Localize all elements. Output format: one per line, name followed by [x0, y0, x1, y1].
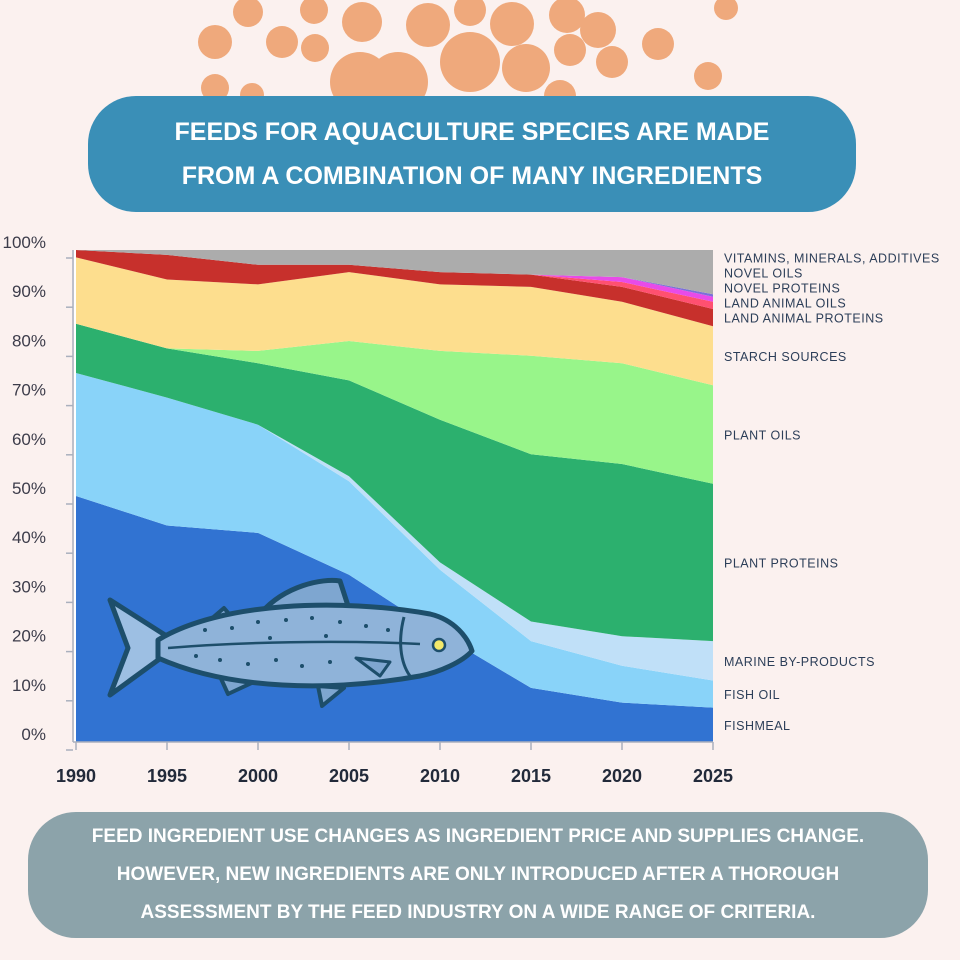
legend-label-marine-by-products: MARINE BY-PRODUCTS [724, 655, 875, 669]
decorative-dot [580, 12, 616, 48]
legend-label-starch-sources: STARCH SOURCES [724, 350, 847, 364]
y-tick-label: 20% [12, 627, 46, 646]
legend-label-plant-oils: PLANT OILS [724, 429, 801, 443]
decorative-dot [300, 0, 328, 24]
decorative-dot [549, 0, 585, 33]
decorative-dot [233, 0, 263, 27]
decorative-dot [440, 32, 500, 92]
area-vitamins-minerals-additives [76, 250, 713, 295]
x-tick-label: 2005 [329, 766, 369, 786]
x-tick-label: 1990 [56, 766, 96, 786]
legend-label-fish-oil: FISH OIL [724, 688, 780, 702]
footer-line-3: ASSESSMENT BY THE FEED INDUSTRY ON A WID… [140, 902, 816, 923]
y-axis-ticks: 0% 10% 20% 30% 40% 50% 60% 70% 80% 90% 100% [3, 233, 73, 751]
decorative-dot [342, 2, 382, 42]
area-fish-oil [76, 373, 713, 708]
legend-label-plant-proteins: PLANT PROTEINS [724, 556, 838, 570]
y-tick-label: 70% [12, 381, 46, 400]
footer-line-2: HOWEVER, NEW INGREDIENTS ARE ONLY INTROD… [116, 864, 840, 885]
area-land-animal-proteins [76, 250, 713, 327]
y-tick-label: 100% [3, 233, 46, 252]
title-banner: FEEDS FOR AQUACULTURE SPECIES ARE MADE F… [88, 96, 856, 212]
y-tick-label: 50% [12, 479, 46, 498]
title-line-2: FROM A COMBINATION OF MANY INGREDIENTS [181, 162, 763, 190]
legend-label-fishmeal: FISHMEAL [724, 719, 791, 733]
decorative-dot [554, 34, 586, 66]
fish-icon [107, 577, 475, 708]
decorative-dot [406, 3, 450, 47]
decorative-dot [198, 25, 232, 59]
x-tick-label: 1995 [147, 766, 187, 786]
stacked-area-chart: 0%10%20%30%40%50%60%70%80%90%100% 1990 19… [3, 233, 940, 786]
legend-label-novel-oils: NOVEL OILS [724, 267, 803, 281]
area-starch-sources [76, 257, 713, 386]
y-tick-label: 90% [12, 282, 46, 301]
area-plant-proteins [76, 323, 713, 642]
decorative-dot [694, 62, 722, 90]
x-tick-label: 2015 [511, 766, 551, 786]
decorative-dot [642, 28, 674, 60]
legend: FISHMEAL FISH OIL MARINE BY-PRODUCTS PLANT … [724, 252, 940, 733]
decorative-dots [0, 0, 960, 110]
decorative-dot [596, 46, 628, 78]
decorative-dot [502, 44, 550, 92]
x-tick-label: 2025 [693, 766, 733, 786]
legend-label-land-animal-oils: LAND ANIMAL OILS [724, 297, 846, 311]
legend-label-novel-proteins: NOVEL PROTEINS [724, 282, 840, 296]
footer-line-1: FEED INGREDIENT USE CHANGES AS INGREDIEN… [91, 826, 865, 847]
x-tick-label: 2000 [238, 766, 278, 786]
y-tick-label: 0% [21, 725, 46, 744]
decorative-dot [301, 34, 329, 62]
area-land-animal-oils [76, 250, 713, 309]
y-tick-label: 10% [12, 676, 46, 695]
x-tick-label: 2020 [602, 766, 642, 786]
axes [72, 250, 713, 743]
y-tick-label: 40% [12, 528, 46, 547]
footer-banner: FEED INGREDIENT USE CHANGES AS INGREDIEN… [28, 812, 928, 938]
decorative-dot [266, 26, 298, 58]
area-marine-by-products [76, 373, 713, 681]
y-tick-label: 80% [12, 331, 46, 350]
y-tick-label: 60% [12, 430, 46, 449]
decorative-dot [454, 0, 486, 26]
legend-label-land-animal-proteins: LAND ANIMAL PROTEINS [724, 312, 884, 326]
x-tick-label: 2010 [420, 766, 460, 786]
decorative-dot [490, 2, 534, 46]
area-plant-oils [76, 323, 713, 484]
title-line-1: FEEDS FOR AQUACULTURE SPECIES ARE MADE [174, 118, 770, 146]
decorative-dot [714, 0, 738, 20]
y-tick-label: 30% [12, 577, 46, 596]
x-axis-ticks: 1990 1995 2000 2005 2010 2015 2020 2025 [56, 742, 733, 786]
legend-label-vitamins-minerals-additives: VITAMINS, MINERALS, ADDITIVES [724, 252, 940, 266]
